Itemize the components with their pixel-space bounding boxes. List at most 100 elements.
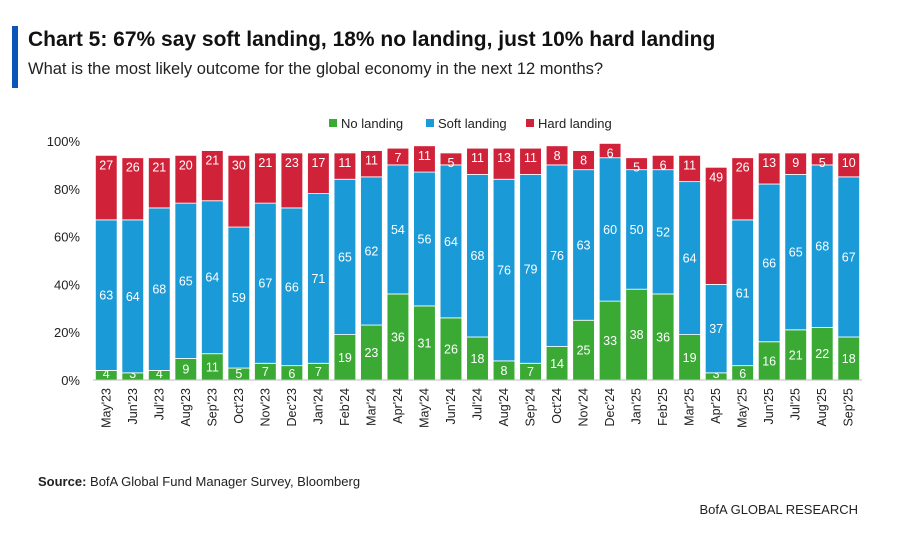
data-label: 66: [762, 256, 776, 270]
data-label: 71: [311, 272, 325, 286]
x-tick-label: Aug'25: [815, 388, 829, 427]
data-label: 65: [338, 250, 352, 264]
chart-subtitle: What is the most likely outcome for the …: [28, 60, 604, 78]
data-label: 3: [129, 367, 136, 381]
data-label: 13: [762, 156, 776, 170]
data-label: 36: [656, 330, 670, 344]
data-label: 5: [235, 367, 242, 381]
data-label: 4: [156, 367, 163, 381]
data-label: 10: [842, 156, 856, 170]
source-text: BofA Global Fund Manager Survey, Bloombe…: [90, 474, 361, 489]
x-tick-label: Mar'24: [364, 388, 378, 426]
data-label: 11: [524, 151, 537, 165]
x-tick-label: May'25: [736, 388, 750, 428]
data-label: 76: [497, 264, 511, 278]
data-label: 64: [126, 290, 140, 304]
x-tick-label: Apr'25: [709, 388, 723, 424]
bar-segment: [360, 150, 383, 178]
data-label: 79: [524, 262, 538, 276]
data-label: 26: [736, 161, 750, 175]
data-label: 52: [656, 225, 670, 239]
data-label: 67: [258, 277, 272, 291]
bar-segment: [148, 157, 171, 209]
title-accent-bar: [12, 26, 18, 88]
bar-segment: [201, 150, 224, 202]
legend-item-soft-landing: Soft landing: [426, 116, 507, 131]
data-label: 9: [182, 363, 189, 377]
data-label: 25: [577, 344, 591, 358]
data-label: 38: [630, 328, 644, 342]
bar-segment: [545, 145, 569, 166]
data-label: 11: [365, 154, 378, 168]
bar-segment: [572, 150, 595, 171]
x-tick-label: Jan'25: [630, 388, 644, 424]
data-label: 7: [527, 365, 534, 379]
data-label: 5: [448, 156, 455, 170]
data-label: 65: [179, 274, 193, 288]
data-label: 50: [630, 223, 644, 237]
y-tick-label: 80%: [54, 182, 80, 197]
y-tick-label: 0%: [61, 373, 80, 388]
bar-segment: [519, 147, 542, 175]
data-label: 7: [394, 151, 401, 165]
y-tick-label: 20%: [54, 325, 80, 340]
source-note: Source: BofA Global Fund Manager Survey,…: [38, 474, 360, 489]
x-tick-label: Jun'23: [126, 388, 140, 424]
data-label: 64: [205, 271, 219, 285]
data-label: 22: [815, 347, 829, 361]
bar-segment: [174, 154, 198, 204]
data-label: 76: [550, 249, 564, 263]
data-label: 23: [285, 156, 299, 170]
bar-segment: [280, 152, 304, 209]
bar-segment: [731, 157, 754, 221]
legend-swatch-hard-landing: [526, 119, 534, 127]
data-label: 6: [288, 367, 295, 381]
data-label: 3: [713, 367, 720, 381]
data-label: 7: [262, 365, 269, 379]
data-label: 63: [99, 289, 113, 303]
y-tick-label: 100%: [47, 134, 81, 149]
bar-segment: [598, 142, 622, 159]
x-tick-label: Feb'24: [338, 388, 352, 426]
x-tick-label: Aug'24: [497, 388, 511, 427]
data-label: 30: [232, 158, 246, 172]
x-tick-label: Dec'24: [603, 388, 617, 427]
legend-swatch-no-landing: [329, 119, 337, 127]
data-label: 16: [762, 354, 776, 368]
bar-segment: [439, 152, 463, 166]
x-tick-label: May'23: [99, 388, 113, 428]
data-label: 64: [683, 252, 697, 266]
bar-segment: [678, 154, 701, 183]
bar-segment: [784, 152, 807, 175]
data-label: 5: [633, 161, 640, 175]
x-tick-label: Sep'24: [524, 388, 538, 427]
data-label: 37: [709, 322, 723, 336]
legend-swatch-soft-landing: [426, 119, 434, 127]
data-label: 64: [444, 235, 458, 249]
data-label: 36: [391, 330, 405, 344]
data-label: 26: [126, 161, 140, 175]
data-label: 68: [815, 240, 829, 254]
data-label: 54: [391, 223, 405, 237]
data-label: 14: [550, 357, 564, 371]
data-label: 60: [603, 223, 617, 237]
data-label: 49: [709, 170, 723, 184]
legend-item-no-landing: No landing: [329, 116, 403, 131]
bar-segment: [413, 145, 436, 173]
x-tick-label: Jun'25: [762, 388, 776, 424]
data-label: 18: [842, 352, 856, 366]
y-tick-label: 60%: [54, 230, 80, 245]
data-label: 11: [338, 156, 351, 170]
legend-label-hard-landing: Hard landing: [538, 116, 612, 131]
x-tick-label: Jun'24: [444, 388, 458, 424]
data-label: 8: [501, 364, 508, 378]
data-label: 68: [152, 283, 166, 297]
bar-segment: [94, 154, 118, 221]
x-tick-label: Aug'23: [179, 388, 193, 427]
data-label: 61: [736, 286, 750, 300]
data-label: 66: [285, 280, 299, 294]
data-label: 19: [338, 351, 352, 365]
x-tick-label: Sep'23: [205, 388, 219, 427]
source-label: Source:: [38, 474, 87, 489]
data-label: 21: [258, 156, 272, 170]
